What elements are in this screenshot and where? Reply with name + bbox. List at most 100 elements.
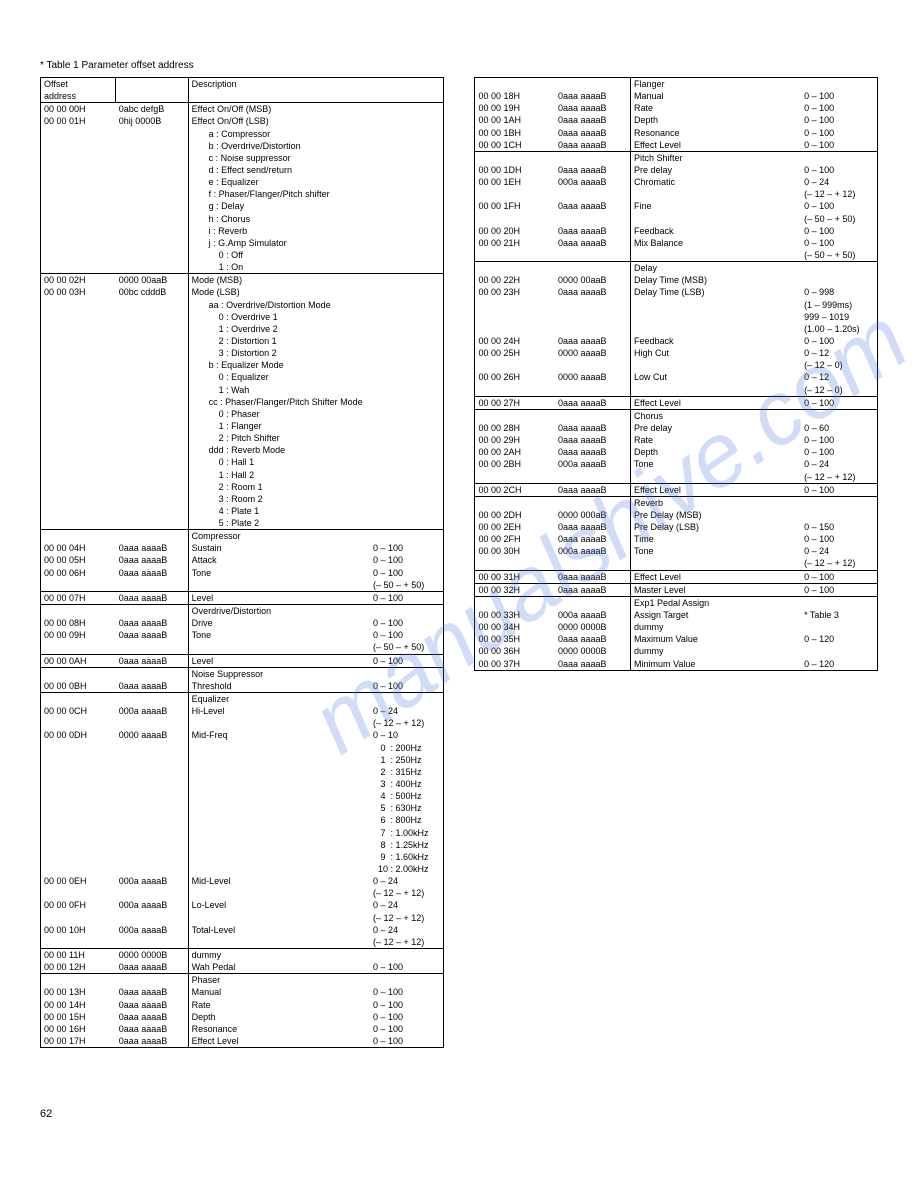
range: 0 – 100 bbox=[801, 139, 877, 152]
binary-pattern: 0aaa aaaaB bbox=[555, 521, 631, 533]
table-row: 3 : Room 2 bbox=[41, 493, 443, 505]
table-row: j : G.Amp Simulator bbox=[41, 237, 443, 249]
table-row: 00 00 0DH0000 aaaaBMid-Freq0 – 10 bbox=[41, 729, 443, 741]
binary-pattern: 000a aaaaB bbox=[555, 545, 631, 557]
table-row: 00 00 1BH0aaa aaaaBResonance0 – 100 bbox=[475, 127, 877, 139]
range: 0 – 100 bbox=[801, 533, 877, 545]
header-offset: Offsetaddress bbox=[41, 78, 116, 103]
offset-addr: 00 00 0EH bbox=[41, 875, 116, 887]
section-header: Flanger bbox=[475, 78, 877, 90]
offset-addr: 00 00 06H bbox=[41, 567, 116, 579]
binary-pattern: 0aaa aaaaB bbox=[555, 658, 631, 670]
binary-pattern: 0aaa aaaaB bbox=[116, 986, 188, 998]
offset-addr: 00 00 16H bbox=[41, 1023, 116, 1035]
range bbox=[370, 286, 444, 298]
range bbox=[370, 200, 444, 212]
table-row: d : Effect send/return bbox=[41, 164, 443, 176]
table-row: 0 : Off bbox=[41, 249, 443, 261]
description: Master Level bbox=[631, 583, 802, 596]
description: Minimum Value bbox=[631, 658, 802, 670]
binary-pattern: 000a aaaaB bbox=[116, 899, 188, 911]
offset-addr: 00 00 2AH bbox=[475, 446, 555, 458]
sub-description: i : Reverb bbox=[188, 225, 370, 237]
sub-description bbox=[188, 717, 370, 729]
sub-description: 1 : Flanger bbox=[188, 420, 370, 432]
range: 0 – 100 bbox=[801, 570, 877, 583]
sub-description: 0 : Equalizer bbox=[188, 371, 370, 383]
offset-addr: 00 00 00H bbox=[41, 103, 116, 116]
offset-addr: 00 00 0FH bbox=[41, 899, 116, 911]
binary-pattern: 0aaa aaaaB bbox=[555, 237, 631, 249]
sub-description bbox=[188, 851, 370, 863]
range: 0 – 24 bbox=[801, 176, 877, 188]
table-row: 00 00 00H0abc defgBEffect On/Off (MSB) bbox=[41, 103, 443, 116]
range: 0 – 100 bbox=[801, 127, 877, 139]
range: (– 12 – + 12) bbox=[370, 887, 444, 899]
range: 0 – 100 bbox=[801, 583, 877, 596]
sub-description bbox=[188, 839, 370, 851]
range: 0 – 120 bbox=[801, 633, 877, 645]
range bbox=[370, 188, 444, 200]
offset-addr: 00 00 01H bbox=[41, 115, 116, 127]
range: (– 50 – + 50) bbox=[801, 249, 877, 262]
offset-addr: 00 00 2CH bbox=[475, 483, 555, 496]
description: Resonance bbox=[631, 127, 802, 139]
table-row: 00 00 22H0000 00aaBDelay Time (MSB) bbox=[475, 274, 877, 286]
description: Threshold bbox=[188, 680, 370, 693]
offset-addr: 00 00 1FH bbox=[475, 200, 555, 212]
description: Mode (MSB) bbox=[188, 274, 370, 287]
table-row: 00 00 21H0aaa aaaaBMix Balance0 – 100 bbox=[475, 237, 877, 249]
range bbox=[370, 261, 444, 274]
binary-pattern: 0000 0000B bbox=[555, 645, 631, 657]
range: (1.00 – 1.20s) bbox=[801, 323, 877, 335]
binary-pattern: 0000 00aaB bbox=[116, 274, 188, 287]
section-name: Overdrive/Distortion bbox=[188, 605, 370, 618]
offset-addr: 00 00 24H bbox=[475, 335, 555, 347]
binary-pattern: 0aaa aaaaB bbox=[555, 446, 631, 458]
range bbox=[370, 493, 444, 505]
table-row: 999 – 1019 bbox=[475, 311, 877, 323]
sub-description: c : Noise suppressor bbox=[188, 152, 370, 164]
description: Rate bbox=[631, 434, 802, 446]
sub-description: 5 : Plate 2 bbox=[188, 517, 370, 530]
description: Level bbox=[188, 591, 370, 604]
table-row: 00 00 05H0aaa aaaaBAttack0 – 100 bbox=[41, 554, 443, 566]
sub-description: b : Overdrive/Distortion bbox=[188, 140, 370, 152]
sub-description bbox=[188, 814, 370, 826]
sub-description bbox=[631, 359, 802, 371]
description: Total-Level bbox=[188, 924, 370, 936]
offset-addr: 00 00 33H bbox=[475, 609, 555, 621]
sub-description bbox=[631, 557, 802, 570]
table-row: c : Noise suppressor bbox=[41, 152, 443, 164]
sub-description: 2 : Room 1 bbox=[188, 481, 370, 493]
sub-description bbox=[188, 827, 370, 839]
range: 0 – 24 bbox=[370, 924, 444, 936]
binary-pattern: 0aaa aaaaB bbox=[555, 633, 631, 645]
range bbox=[370, 323, 444, 335]
range bbox=[370, 237, 444, 249]
table-row: 7 : 1.00kHz bbox=[41, 827, 443, 839]
range: 4 : 500Hz bbox=[370, 790, 444, 802]
section-header: Exp1 Pedal Assign bbox=[475, 596, 877, 609]
description: Effect Level bbox=[631, 139, 802, 152]
table-row: 00 00 32H0aaa aaaaBMaster Level0 – 100 bbox=[475, 583, 877, 596]
table-row: 2 : Pitch Shifter bbox=[41, 432, 443, 444]
range: 5 : 630Hz bbox=[370, 802, 444, 814]
range: 0 – 24 bbox=[370, 875, 444, 887]
binary-pattern: 0aaa aaaaB bbox=[555, 335, 631, 347]
table-row: 00 00 08H0aaa aaaaBDrive0 – 100 bbox=[41, 617, 443, 629]
description: Level bbox=[188, 654, 370, 667]
range: 0 – 100 bbox=[370, 680, 444, 693]
sub-description bbox=[188, 641, 370, 654]
range: 0 – 100 bbox=[801, 434, 877, 446]
description: Tone bbox=[188, 629, 370, 641]
range: 0 – 100 bbox=[370, 542, 444, 554]
table-row: 00 00 03H00bc cdddBMode (LSB) bbox=[41, 286, 443, 298]
offset-addr: 00 00 0AH bbox=[41, 654, 116, 667]
table-row: 2 : Room 1 bbox=[41, 481, 443, 493]
range: 0 – 150 bbox=[801, 521, 877, 533]
section-name: Phaser bbox=[188, 974, 370, 987]
table-row: 00 00 28H0aaa aaaaBPre delay0 – 60 bbox=[475, 422, 877, 434]
binary-pattern: 0aaa aaaaB bbox=[116, 1035, 188, 1047]
table-row: (– 12 – + 12) bbox=[41, 717, 443, 729]
